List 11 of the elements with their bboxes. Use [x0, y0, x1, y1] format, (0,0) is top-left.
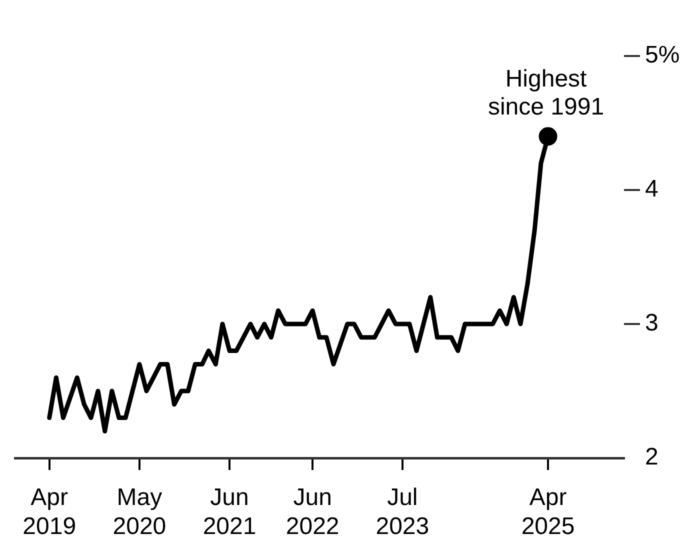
x-tick-label: Jun 2021	[202, 484, 256, 540]
x-tick-label: Jul 2023	[376, 484, 430, 540]
x-tick-label: Apr 2019	[22, 484, 76, 540]
x-tick-label: Jun 2022	[286, 484, 340, 540]
y-tick-label: 2	[645, 444, 658, 471]
y-tick-label: 4	[645, 176, 658, 203]
y-tick-label: 3	[645, 310, 658, 337]
annotation: Highest since 1991	[488, 65, 604, 120]
y-tick-label: 5%	[645, 42, 680, 69]
x-tick-label: Apr 2025	[521, 484, 575, 540]
x-tick-label: May 2020	[112, 484, 166, 540]
